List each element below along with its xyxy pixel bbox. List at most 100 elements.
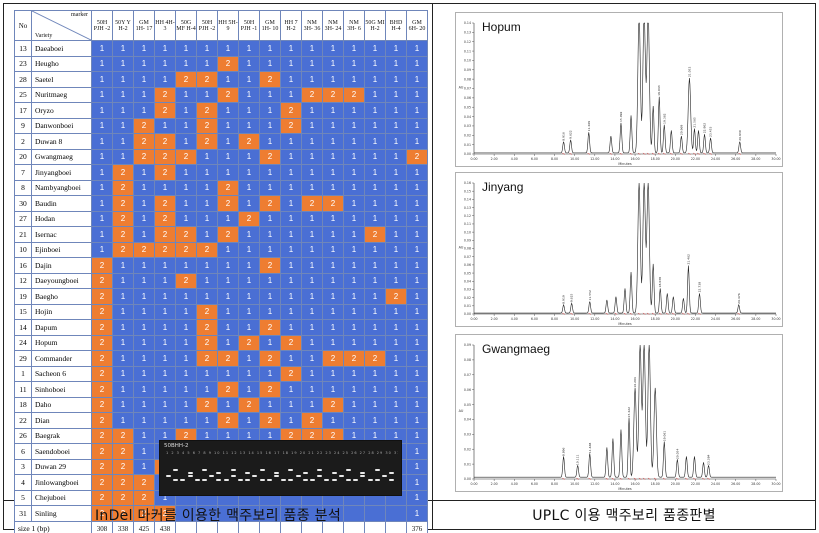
marker-header: 50H PJH -2 bbox=[196, 10, 218, 41]
allele-cell: 2 bbox=[280, 102, 302, 119]
allele-cell: 2 bbox=[259, 381, 281, 398]
allele-cell: 1 bbox=[406, 40, 428, 57]
allele-cell: 1 bbox=[238, 272, 260, 289]
row-number: 26 bbox=[14, 427, 32, 444]
allele-cell: 1 bbox=[112, 102, 134, 119]
variety-name: Nuritmaeg bbox=[31, 86, 92, 103]
allele-cell: 1 bbox=[133, 381, 155, 398]
y-tick-label: 0.01 bbox=[464, 143, 471, 147]
table-row: 10 Ejinboei 1 2 2 2 2 2 1 1 1 1 1 1 1 1 1 1 bbox=[14, 241, 428, 258]
allele-cell: 1 bbox=[175, 350, 197, 367]
x-tick-label: 2.00 bbox=[491, 157, 498, 161]
y-tick-label: 0.13 bbox=[464, 206, 471, 210]
gel-band bbox=[317, 475, 323, 477]
allele-cell: 1 bbox=[322, 241, 344, 258]
y-tick-label: 0.12 bbox=[464, 40, 471, 44]
allele-cell: 1 bbox=[154, 319, 176, 336]
allele-cell: 1 bbox=[406, 505, 428, 522]
allele-cell: 1 bbox=[112, 381, 134, 398]
allele-cell: 2 bbox=[91, 412, 113, 429]
allele-cell: 1 bbox=[343, 117, 365, 134]
allele-cell: 1 bbox=[259, 179, 281, 196]
allele-cell: 1 bbox=[406, 55, 428, 72]
allele-cell: 1 bbox=[196, 427, 218, 444]
allele-cell: 1 bbox=[343, 195, 365, 212]
size-row: size 1 (bp) 308 338 425 438 376 bbox=[14, 520, 428, 533]
x-tick-label: 28.00 bbox=[751, 317, 760, 321]
gel-band bbox=[302, 479, 308, 481]
gel-band bbox=[295, 475, 301, 477]
x-tick-label: 2.00 bbox=[491, 482, 498, 486]
x-tick-label: 6.00 bbox=[531, 482, 538, 486]
x-tick-label: 12.00 bbox=[590, 317, 599, 321]
allele-cell: 2 bbox=[259, 412, 281, 429]
table-row: 23 Heugho 1 1 1 1 1 1 2 1 1 1 1 1 1 1 1 1 bbox=[14, 55, 428, 72]
x-tick-label: 28.00 bbox=[751, 157, 760, 161]
marker-header: 50G MI H-2 bbox=[364, 10, 386, 41]
x-tick-label: 10.00 bbox=[570, 482, 579, 486]
allele-cell: 1 bbox=[175, 303, 197, 320]
x-axis-label: Minutes bbox=[618, 487, 632, 491]
allele-cell: 2 bbox=[196, 241, 218, 258]
allele-cell: 1 bbox=[217, 272, 239, 289]
row-number: 15 bbox=[14, 303, 32, 320]
variety-name: Daeyoungboei bbox=[31, 272, 92, 289]
size-value bbox=[175, 520, 197, 533]
row-number: 23 bbox=[14, 55, 32, 72]
row-number: 14 bbox=[14, 319, 32, 336]
allele-cell: 1 bbox=[259, 40, 281, 57]
x-tick-label: 18.00 bbox=[651, 157, 660, 161]
allele-cell: 1 bbox=[196, 40, 218, 57]
y-axis-label: AU bbox=[459, 409, 464, 413]
allele-cell: 1 bbox=[112, 272, 134, 289]
table-row: 31 Sinling 2 2 2 2 1 bbox=[14, 505, 428, 522]
allele-cell: 2 bbox=[154, 226, 176, 243]
allele-cell: 1 bbox=[133, 257, 155, 274]
allele-cell: 1 bbox=[175, 133, 197, 150]
allele-cell: 1 bbox=[133, 86, 155, 103]
chromatogram-plot: 0.09 0.08 0.07 0.06 0.05 0.04 0.03 0.02 0.01 0.00… bbox=[459, 343, 781, 491]
allele-cell: 1 bbox=[154, 55, 176, 72]
allele-cell: 1 bbox=[364, 55, 386, 72]
gel-band bbox=[374, 469, 380, 471]
allele-cell: 1 bbox=[238, 164, 260, 181]
allele-cell: 2 bbox=[112, 458, 134, 475]
peak-label: 20.969 bbox=[679, 125, 683, 136]
allele-cell: 1 bbox=[154, 396, 176, 413]
allele-cell: 2 bbox=[196, 71, 218, 88]
row-number: 8 bbox=[14, 179, 32, 196]
allele-cell: 1 bbox=[280, 148, 302, 165]
y-tick-label: 0.04 bbox=[464, 279, 471, 283]
peak-baseline-mark bbox=[658, 312, 662, 315]
peak-baseline-mark bbox=[637, 312, 641, 315]
allele-cell: 1 bbox=[133, 396, 155, 413]
allele-cell bbox=[196, 505, 218, 522]
peak-label: 9.622 bbox=[569, 130, 573, 139]
chromatogram-trace bbox=[474, 22, 776, 154]
allele-cell: 1 bbox=[238, 40, 260, 57]
gel-band bbox=[173, 469, 179, 471]
allele-cell: 1 bbox=[112, 55, 134, 72]
table-row: 11 Sinhoboei 2 1 1 1 1 1 2 1 2 1 1 1 1 1 1 1 bbox=[14, 381, 428, 398]
allele-cell: 2 bbox=[91, 303, 113, 320]
header-corner: marker Variety bbox=[31, 10, 92, 41]
allele-cell: 1 bbox=[196, 195, 218, 212]
allele-cell: 1 bbox=[385, 427, 407, 444]
y-tick-label: 0.02 bbox=[464, 447, 471, 451]
allele-cell: 1 bbox=[322, 164, 344, 181]
allele-cell: 1 bbox=[154, 71, 176, 88]
allele-cell: 1 bbox=[196, 148, 218, 165]
allele-cell: 1 bbox=[133, 303, 155, 320]
row-number: 7 bbox=[14, 164, 32, 181]
allele-cell: 1 bbox=[343, 412, 365, 429]
allele-cell: 1 bbox=[91, 117, 113, 134]
allele-cell: 1 bbox=[364, 40, 386, 57]
allele-cell: 1 bbox=[280, 226, 302, 243]
variety-name: Sinling bbox=[31, 505, 92, 522]
peak-baseline-mark bbox=[707, 477, 710, 480]
allele-cell: 2 bbox=[322, 350, 344, 367]
table-row: 18 Daho 2 1 1 1 1 2 1 2 1 1 1 2 1 1 1 1 bbox=[14, 396, 428, 413]
gel-band bbox=[230, 475, 236, 477]
allele-cell: 1 bbox=[175, 40, 197, 57]
allele-cell: 1 bbox=[364, 117, 386, 134]
